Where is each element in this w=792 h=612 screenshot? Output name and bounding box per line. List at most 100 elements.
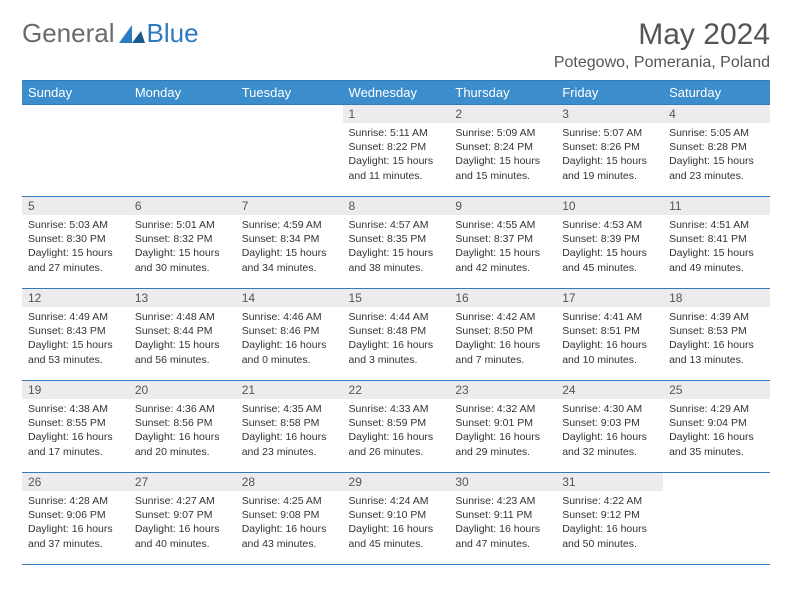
calendar-row: 1Sunrise: 5:11 AMSunset: 8:22 PMDaylight… bbox=[22, 105, 770, 197]
calendar-cell: 4Sunrise: 5:05 AMSunset: 8:28 PMDaylight… bbox=[663, 105, 770, 197]
calendar-cell bbox=[22, 105, 129, 197]
calendar-cell: 11Sunrise: 4:51 AMSunset: 8:41 PMDayligh… bbox=[663, 197, 770, 289]
header: General Blue May 2024 Potegowo, Pomerani… bbox=[22, 18, 770, 72]
day-details: Sunrise: 4:57 AMSunset: 8:35 PMDaylight:… bbox=[343, 215, 450, 278]
calendar-cell: 24Sunrise: 4:30 AMSunset: 9:03 PMDayligh… bbox=[556, 381, 663, 473]
day-details: Sunrise: 5:05 AMSunset: 8:28 PMDaylight:… bbox=[663, 123, 770, 186]
day-details: Sunrise: 4:49 AMSunset: 8:43 PMDaylight:… bbox=[22, 307, 129, 370]
day-number: 24 bbox=[556, 381, 663, 399]
weekday-header: Wednesday bbox=[343, 81, 450, 105]
day-details: Sunrise: 5:01 AMSunset: 8:32 PMDaylight:… bbox=[129, 215, 236, 278]
day-number: 2 bbox=[449, 105, 556, 123]
calendar-cell: 25Sunrise: 4:29 AMSunset: 9:04 PMDayligh… bbox=[663, 381, 770, 473]
day-details: Sunrise: 4:46 AMSunset: 8:46 PMDaylight:… bbox=[236, 307, 343, 370]
day-number: 18 bbox=[663, 289, 770, 307]
day-details: Sunrise: 4:51 AMSunset: 8:41 PMDaylight:… bbox=[663, 215, 770, 278]
calendar-cell: 8Sunrise: 4:57 AMSunset: 8:35 PMDaylight… bbox=[343, 197, 450, 289]
day-number: 16 bbox=[449, 289, 556, 307]
day-details: Sunrise: 4:24 AMSunset: 9:10 PMDaylight:… bbox=[343, 491, 450, 554]
day-number: 3 bbox=[556, 105, 663, 123]
calendar-cell: 21Sunrise: 4:35 AMSunset: 8:58 PMDayligh… bbox=[236, 381, 343, 473]
calendar-cell: 3Sunrise: 5:07 AMSunset: 8:26 PMDaylight… bbox=[556, 105, 663, 197]
day-number: 9 bbox=[449, 197, 556, 215]
day-number: 29 bbox=[343, 473, 450, 491]
day-details: Sunrise: 4:44 AMSunset: 8:48 PMDaylight:… bbox=[343, 307, 450, 370]
day-details: Sunrise: 4:42 AMSunset: 8:50 PMDaylight:… bbox=[449, 307, 556, 370]
calendar-cell: 20Sunrise: 4:36 AMSunset: 8:56 PMDayligh… bbox=[129, 381, 236, 473]
calendar-cell: 12Sunrise: 4:49 AMSunset: 8:43 PMDayligh… bbox=[22, 289, 129, 381]
day-number: 23 bbox=[449, 381, 556, 399]
day-details: Sunrise: 4:36 AMSunset: 8:56 PMDaylight:… bbox=[129, 399, 236, 462]
day-number: 22 bbox=[343, 381, 450, 399]
calendar-cell: 30Sunrise: 4:23 AMSunset: 9:11 PMDayligh… bbox=[449, 473, 556, 565]
calendar-cell: 2Sunrise: 5:09 AMSunset: 8:24 PMDaylight… bbox=[449, 105, 556, 197]
calendar-cell: 19Sunrise: 4:38 AMSunset: 8:55 PMDayligh… bbox=[22, 381, 129, 473]
day-details: Sunrise: 4:41 AMSunset: 8:51 PMDaylight:… bbox=[556, 307, 663, 370]
calendar-cell: 10Sunrise: 4:53 AMSunset: 8:39 PMDayligh… bbox=[556, 197, 663, 289]
calendar-cell: 22Sunrise: 4:33 AMSunset: 8:59 PMDayligh… bbox=[343, 381, 450, 473]
day-details: Sunrise: 4:29 AMSunset: 9:04 PMDaylight:… bbox=[663, 399, 770, 462]
calendar-row: 26Sunrise: 4:28 AMSunset: 9:06 PMDayligh… bbox=[22, 473, 770, 565]
calendar-cell: 27Sunrise: 4:27 AMSunset: 9:07 PMDayligh… bbox=[129, 473, 236, 565]
day-number: 12 bbox=[22, 289, 129, 307]
weekday-header: Tuesday bbox=[236, 81, 343, 105]
calendar-cell: 26Sunrise: 4:28 AMSunset: 9:06 PMDayligh… bbox=[22, 473, 129, 565]
calendar-cell: 16Sunrise: 4:42 AMSunset: 8:50 PMDayligh… bbox=[449, 289, 556, 381]
calendar-cell: 14Sunrise: 4:46 AMSunset: 8:46 PMDayligh… bbox=[236, 289, 343, 381]
calendar-cell: 23Sunrise: 4:32 AMSunset: 9:01 PMDayligh… bbox=[449, 381, 556, 473]
day-details: Sunrise: 4:23 AMSunset: 9:11 PMDaylight:… bbox=[449, 491, 556, 554]
day-number: 19 bbox=[22, 381, 129, 399]
calendar-cell: 15Sunrise: 4:44 AMSunset: 8:48 PMDayligh… bbox=[343, 289, 450, 381]
calendar-cell bbox=[663, 473, 770, 565]
day-details: Sunrise: 4:48 AMSunset: 8:44 PMDaylight:… bbox=[129, 307, 236, 370]
location: Potegowo, Pomerania, Poland bbox=[554, 54, 770, 72]
day-number: 5 bbox=[22, 197, 129, 215]
calendar-row: 19Sunrise: 4:38 AMSunset: 8:55 PMDayligh… bbox=[22, 381, 770, 473]
calendar-cell: 17Sunrise: 4:41 AMSunset: 8:51 PMDayligh… bbox=[556, 289, 663, 381]
day-number: 26 bbox=[22, 473, 129, 491]
calendar-cell bbox=[236, 105, 343, 197]
calendar-cell: 18Sunrise: 4:39 AMSunset: 8:53 PMDayligh… bbox=[663, 289, 770, 381]
day-details: Sunrise: 5:03 AMSunset: 8:30 PMDaylight:… bbox=[22, 215, 129, 278]
calendar-cell: 6Sunrise: 5:01 AMSunset: 8:32 PMDaylight… bbox=[129, 197, 236, 289]
weekday-header: Sunday bbox=[22, 81, 129, 105]
day-number: 6 bbox=[129, 197, 236, 215]
calendar-cell: 5Sunrise: 5:03 AMSunset: 8:30 PMDaylight… bbox=[22, 197, 129, 289]
day-number: 14 bbox=[236, 289, 343, 307]
day-number: 8 bbox=[343, 197, 450, 215]
brand-logo: General Blue bbox=[22, 18, 199, 49]
day-number: 15 bbox=[343, 289, 450, 307]
day-number: 17 bbox=[556, 289, 663, 307]
day-details: Sunrise: 4:33 AMSunset: 8:59 PMDaylight:… bbox=[343, 399, 450, 462]
day-details: Sunrise: 4:28 AMSunset: 9:06 PMDaylight:… bbox=[22, 491, 129, 554]
page-title: May 2024 bbox=[554, 18, 770, 52]
day-details: Sunrise: 4:32 AMSunset: 9:01 PMDaylight:… bbox=[449, 399, 556, 462]
day-details: Sunrise: 4:27 AMSunset: 9:07 PMDaylight:… bbox=[129, 491, 236, 554]
brand-part1: General bbox=[22, 18, 115, 49]
day-details: Sunrise: 5:07 AMSunset: 8:26 PMDaylight:… bbox=[556, 123, 663, 186]
day-number: 1 bbox=[343, 105, 450, 123]
calendar-cell: 7Sunrise: 4:59 AMSunset: 8:34 PMDaylight… bbox=[236, 197, 343, 289]
day-number: 13 bbox=[129, 289, 236, 307]
weekday-header-row: SundayMondayTuesdayWednesdayThursdayFrid… bbox=[22, 81, 770, 105]
calendar-cell: 28Sunrise: 4:25 AMSunset: 9:08 PMDayligh… bbox=[236, 473, 343, 565]
day-details: Sunrise: 4:35 AMSunset: 8:58 PMDaylight:… bbox=[236, 399, 343, 462]
day-details: Sunrise: 5:09 AMSunset: 8:24 PMDaylight:… bbox=[449, 123, 556, 186]
calendar-row: 5Sunrise: 5:03 AMSunset: 8:30 PMDaylight… bbox=[22, 197, 770, 289]
day-number: 7 bbox=[236, 197, 343, 215]
calendar-table: SundayMondayTuesdayWednesdayThursdayFrid… bbox=[22, 80, 770, 565]
title-block: May 2024 Potegowo, Pomerania, Poland bbox=[554, 18, 770, 72]
day-number: 11 bbox=[663, 197, 770, 215]
calendar-row: 12Sunrise: 4:49 AMSunset: 8:43 PMDayligh… bbox=[22, 289, 770, 381]
day-details: Sunrise: 4:53 AMSunset: 8:39 PMDaylight:… bbox=[556, 215, 663, 278]
brand-part2: Blue bbox=[147, 18, 199, 49]
calendar-cell: 9Sunrise: 4:55 AMSunset: 8:37 PMDaylight… bbox=[449, 197, 556, 289]
calendar-cell bbox=[129, 105, 236, 197]
day-details: Sunrise: 4:38 AMSunset: 8:55 PMDaylight:… bbox=[22, 399, 129, 462]
day-number: 28 bbox=[236, 473, 343, 491]
logo-icon bbox=[119, 25, 145, 43]
weekday-header: Thursday bbox=[449, 81, 556, 105]
calendar-cell: 31Sunrise: 4:22 AMSunset: 9:12 PMDayligh… bbox=[556, 473, 663, 565]
day-details: Sunrise: 4:55 AMSunset: 8:37 PMDaylight:… bbox=[449, 215, 556, 278]
weekday-header: Friday bbox=[556, 81, 663, 105]
